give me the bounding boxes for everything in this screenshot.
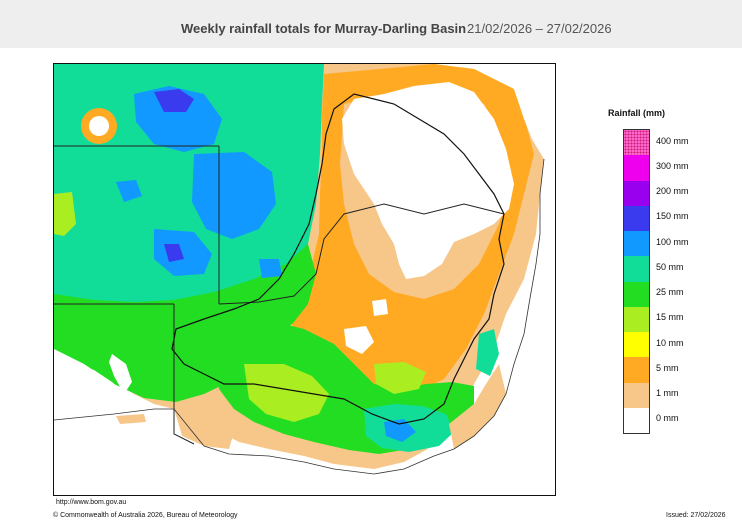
legend-swatch <box>624 231 649 257</box>
rain-1mm-sw <box>174 409 234 449</box>
border-qld-nsw <box>218 203 505 305</box>
legend-swatch <box>624 332 649 358</box>
rain-100mm-centre <box>192 152 276 239</box>
legend-swatch <box>624 205 649 231</box>
legend-label: 10 mm <box>656 337 684 348</box>
ocean-northeast <box>474 64 555 194</box>
legend-label: 15 mm <box>656 312 684 323</box>
legend-label: 300 mm <box>656 160 689 171</box>
rain-0mm-patch <box>344 326 374 354</box>
legend-swatch <box>624 130 649 156</box>
legend-label: 50 mm <box>656 261 684 272</box>
legend-swatch <box>624 180 649 206</box>
legend-label: 25 mm <box>656 287 684 298</box>
legend-label: 150 mm <box>656 211 689 222</box>
coastline <box>54 158 545 475</box>
basin-outline <box>171 93 505 425</box>
legend-swatch <box>624 155 649 181</box>
rain-1mm-coast-se <box>449 364 506 449</box>
legend-swatch <box>624 306 649 332</box>
rain-15mm-patch2 <box>374 362 426 394</box>
rain-15mm-nw <box>54 192 76 236</box>
legend-swatch <box>624 357 649 383</box>
legend-bar <box>623 129 650 434</box>
rain-100mm-ne <box>259 259 282 278</box>
footer-url[interactable]: http://www.bom.gov.au <box>56 499 127 506</box>
rain-0mm-hole-nw <box>89 116 109 136</box>
date-range: 21/02/2026 – 27/02/2026 <box>467 21 612 36</box>
gulf-victoria-sea <box>54 404 555 495</box>
rain-0mm-patch2 <box>372 299 388 316</box>
copyright: © Commonwealth of Australia 2026, Bureau… <box>53 512 238 519</box>
rain-15mm-patch <box>244 364 329 422</box>
state-borders <box>54 145 505 445</box>
map-title: Weekly rainfall totals for Murray-Darlin… <box>181 21 467 36</box>
legend-title: Rainfall (mm) <box>608 108 666 118</box>
rain-50mm-west <box>54 64 324 326</box>
legend-label: 0 mm <box>656 413 679 424</box>
legend-label: 100 mm <box>656 236 689 247</box>
rain-100mm-south <box>154 229 212 276</box>
rainfall-map <box>53 63 556 496</box>
legend-label: 400 mm <box>656 135 689 146</box>
legend-swatch <box>624 256 649 282</box>
issued-date: Issued: 27/02/2026 <box>666 512 726 519</box>
rain-100mm-se <box>384 419 416 442</box>
rain-150mm-centre <box>164 244 184 262</box>
rain-150mm-north <box>154 89 194 112</box>
title-bar: Weekly rainfall totals for Murray-Darlin… <box>0 0 742 48</box>
gulf-spencer <box>109 354 132 394</box>
legend-label: 5 mm <box>656 362 679 373</box>
rain-50mm-east-coast <box>476 329 499 376</box>
legend-swatch <box>624 281 649 307</box>
rain-0mm-northeast <box>342 82 514 279</box>
legend-label: 200 mm <box>656 186 689 197</box>
rain-100mm-nw <box>134 86 222 152</box>
kangaroo-island <box>116 414 146 424</box>
gulf-west <box>54 354 126 420</box>
rain-100mm-small <box>116 180 142 202</box>
ocean-east <box>494 184 555 416</box>
legend-swatch <box>624 382 649 408</box>
legend-swatch <box>624 407 649 433</box>
border-sa-vic <box>173 304 195 445</box>
rainfall-map-svg <box>54 64 555 495</box>
legend-label: 1 mm <box>656 388 679 399</box>
